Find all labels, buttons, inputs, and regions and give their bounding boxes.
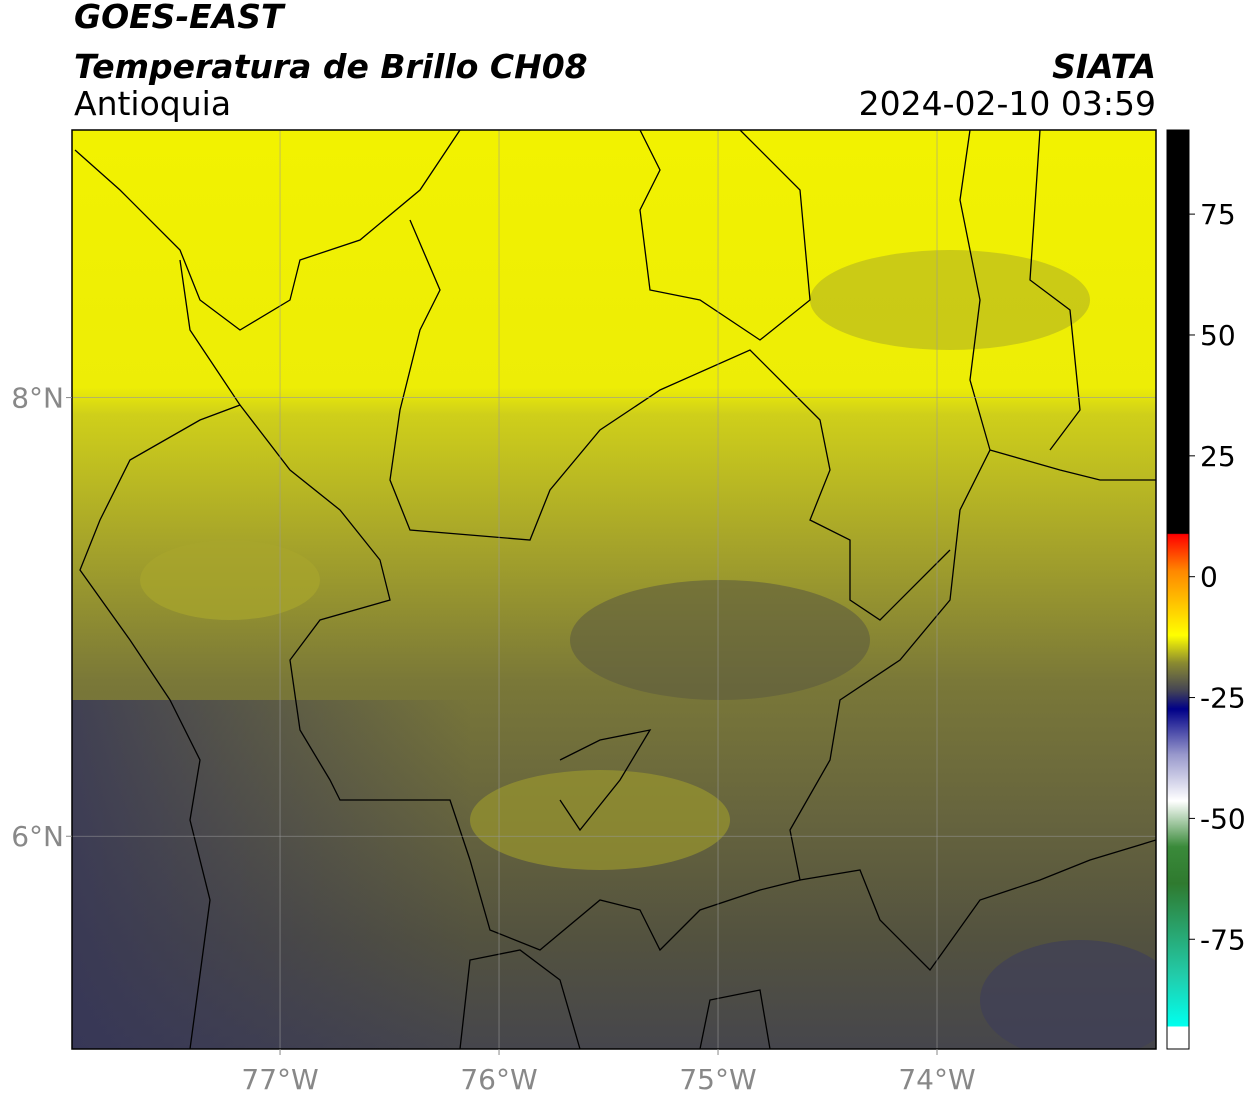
colorbar-tick-label: -50: [1200, 802, 1246, 835]
warm-patch: [140, 540, 320, 620]
datetime: 2024-02-10 03:59: [859, 84, 1156, 123]
grid: [72, 130, 1156, 1049]
y-tick-label: 8°N: [11, 382, 64, 415]
x-tick-label: 76°W: [460, 1063, 537, 1096]
map-field: [72, 130, 1156, 1049]
colorbar-tick-label: 50: [1200, 319, 1236, 352]
source: SIATA: [1052, 47, 1156, 86]
colorbar-tick-label: 25: [1200, 440, 1236, 473]
cold-region: [72, 700, 472, 1049]
x-tick-label: 74°W: [898, 1063, 975, 1096]
colorbar-tick-label: -25: [1200, 682, 1246, 715]
cold-patch: [980, 940, 1156, 1049]
warm-patch: [810, 250, 1090, 350]
x-tick-label: 75°W: [679, 1063, 756, 1096]
colorbar-tick-label: 0: [1200, 561, 1218, 594]
cold-patch: [570, 580, 870, 700]
y-tick-label: 6°N: [11, 820, 64, 853]
colorbar-tick-label: 75: [1200, 198, 1236, 231]
warm-patch: [470, 770, 730, 870]
map-frame: [71, 129, 1157, 1050]
borders: [74, 130, 1156, 1049]
subtitle: Temperatura de Brillo CH08: [74, 47, 588, 86]
title: GOES-EAST: [74, 0, 286, 36]
colorbar-tick-label: -75: [1200, 923, 1246, 956]
x-tick-label: 77°W: [241, 1063, 318, 1096]
region: Antioquia: [74, 84, 231, 123]
colorbar: [1166, 129, 1190, 1050]
